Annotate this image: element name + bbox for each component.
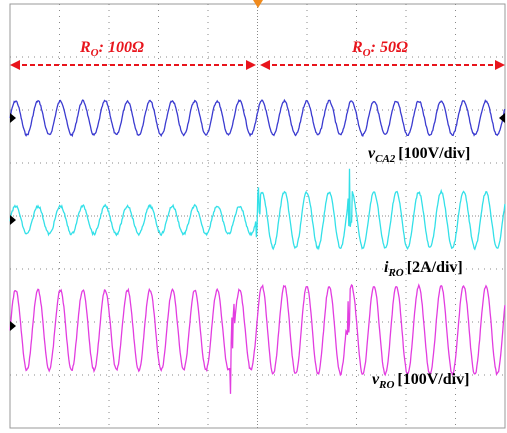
value: : 100Ω: [99, 39, 144, 56]
value: : 50Ω: [371, 39, 408, 56]
subscript: O: [363, 47, 371, 59]
subscript: RO: [378, 379, 394, 391]
subscript: O: [91, 47, 99, 59]
subscript: CA2: [375, 153, 396, 165]
scope-screen: RO: 100Ω RO: 50Ω vCA2[100V/div] iRO[2A/d…: [0, 0, 507, 433]
scale: [100V/div]: [398, 145, 470, 162]
scale: [2A/div]: [407, 259, 463, 276]
symbol: R: [79, 39, 91, 56]
symbol: R: [351, 39, 363, 56]
scale: [100V/div]: [397, 371, 469, 388]
subscript: RO: [387, 267, 403, 279]
